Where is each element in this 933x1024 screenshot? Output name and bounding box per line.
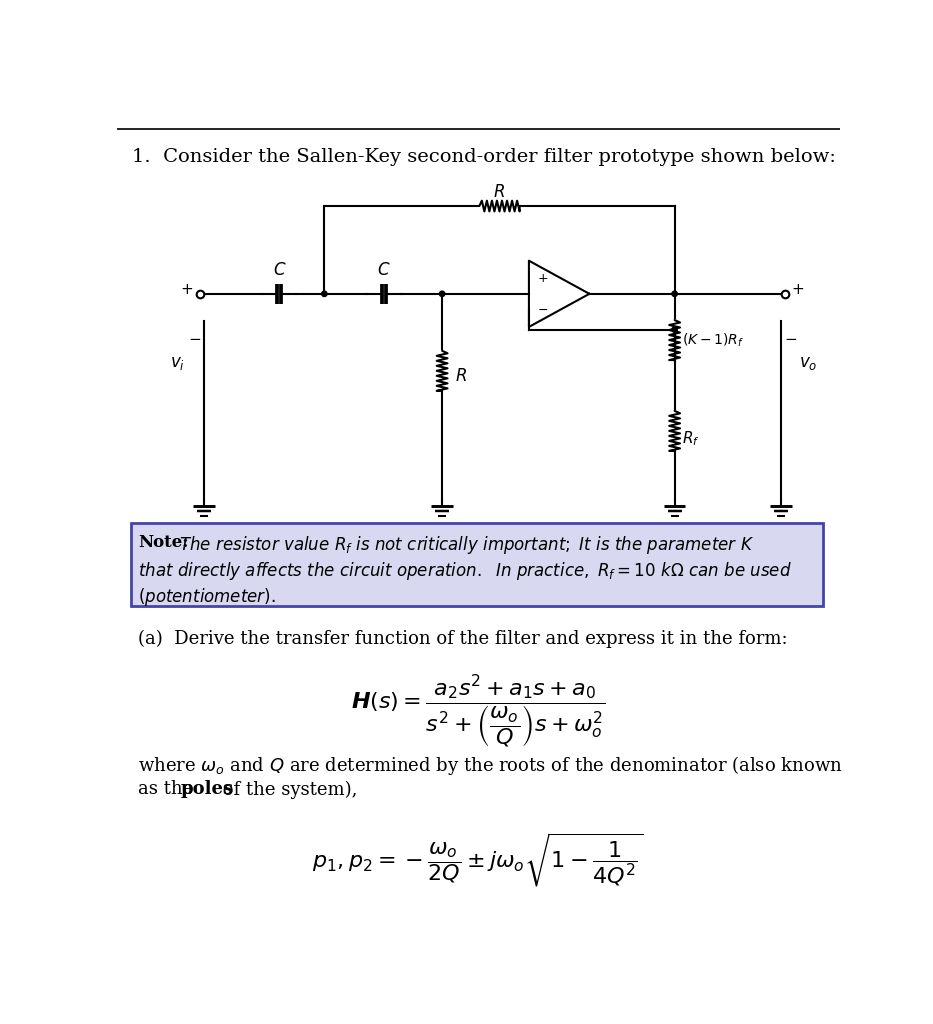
Text: where $\omega_o$ and $Q$ are determined by the roots of the denominator (also kn: where $\omega_o$ and $Q$ are determined … bbox=[138, 755, 843, 777]
Text: $+$: $+$ bbox=[180, 283, 193, 297]
Text: Note:: Note: bbox=[138, 535, 188, 551]
Text: $p_1, p_2 = -\dfrac{\omega_o}{2Q} \pm j\omega_o\sqrt{1 - \dfrac{1}{4Q^2}}$: $p_1, p_2 = -\dfrac{\omega_o}{2Q} \pm j\… bbox=[312, 831, 644, 889]
Text: $R_f$: $R_f$ bbox=[682, 429, 700, 447]
Text: as the: as the bbox=[138, 780, 200, 799]
Text: $R$: $R$ bbox=[454, 369, 466, 385]
Text: $-$: $-$ bbox=[536, 303, 548, 316]
Text: $\it{The\ resistor\ value\ R_f\ is\ not\ critically\ important;\ It\ is\ the\ pa: $\it{The\ resistor\ value\ R_f\ is\ not\… bbox=[178, 535, 754, 556]
Text: $\it{(potentiometer).}$: $\it{(potentiometer).}$ bbox=[138, 587, 276, 608]
Text: $\boldsymbol{H}(s) = \dfrac{a_2 s^2 + a_1 s + a_0}{s^2 + \left(\dfrac{\omega_o}{: $\boldsymbol{H}(s) = \dfrac{a_2 s^2 + a_… bbox=[351, 674, 605, 751]
Text: 1.  Consider the Sallen-Key second-order filter prototype shown below:: 1. Consider the Sallen-Key second-order … bbox=[132, 147, 836, 166]
Text: $+$: $+$ bbox=[790, 283, 803, 297]
Circle shape bbox=[322, 291, 327, 297]
Text: poles: poles bbox=[181, 780, 234, 799]
Circle shape bbox=[672, 291, 677, 297]
Text: $-$: $-$ bbox=[785, 331, 798, 345]
Text: $-$: $-$ bbox=[188, 331, 201, 345]
Circle shape bbox=[672, 327, 677, 333]
Text: $C$: $C$ bbox=[377, 262, 391, 280]
Text: $v_o$: $v_o$ bbox=[799, 354, 817, 372]
Text: $v_i$: $v_i$ bbox=[170, 354, 185, 372]
Text: $C$: $C$ bbox=[272, 262, 286, 280]
Circle shape bbox=[439, 291, 445, 297]
Bar bbox=[131, 523, 824, 606]
Text: $\it{that\ directly\ affects\ the\ circuit\ operation.\ \ In\ practice,\ R_f = 1: $\it{that\ directly\ affects\ the\ circu… bbox=[138, 560, 792, 583]
Text: $R$: $R$ bbox=[494, 184, 506, 202]
Text: $(K-1)R_f$: $(K-1)R_f$ bbox=[682, 332, 745, 349]
Text: $+$: $+$ bbox=[536, 271, 548, 285]
Text: of the system),: of the system), bbox=[217, 780, 357, 799]
Text: (a)  Derive the transfer function of the filter and express it in the form:: (a) Derive the transfer function of the … bbox=[138, 630, 788, 648]
